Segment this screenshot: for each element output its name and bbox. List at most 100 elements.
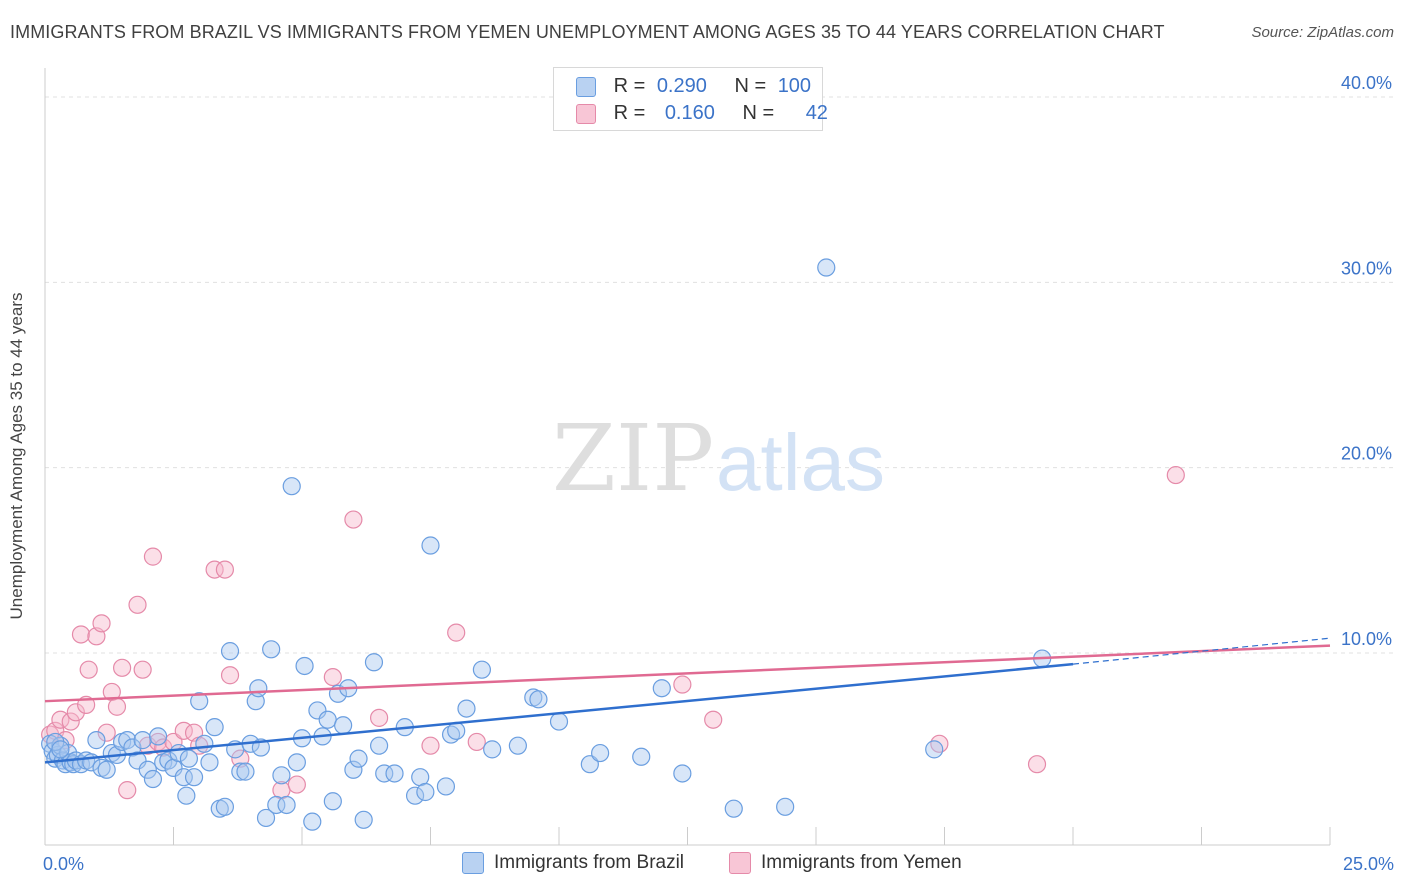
legend-r-label: R = [613,102,646,124]
brazil-trend-extension [1072,637,1331,665]
brazil-point [673,764,692,783]
brazil-point [282,477,301,496]
axis-layer [44,68,1331,846]
legend-row-brazil: R = 0.290 N = 100 [576,75,811,99]
legend-swatch-yemen [576,103,596,124]
brazil-point [349,749,368,768]
brazil-point [231,762,250,781]
brazil-point [385,764,404,783]
brazil-point [200,753,219,772]
brazil-point [421,536,440,555]
brazil-point [262,640,281,659]
yemen-point [421,736,440,755]
trend-layer [44,637,1331,764]
brazil-point [447,721,466,740]
yemen-point [61,712,80,731]
y-tick-label: 20.0% [1341,444,1392,464]
y-tick-label: 40.0% [1341,73,1392,93]
yemen-point [128,595,147,614]
series-swatch-brazil [462,852,484,874]
brazil-point [549,712,569,731]
yemen-point [1166,465,1185,485]
brazil-point [652,679,671,698]
yemen-point [447,623,466,642]
yemen-point [215,560,234,579]
yemen-point [704,710,723,729]
brazil-point [580,755,599,774]
brazil-point [267,795,286,815]
series-legend: Immigrants from Brazil Immigrants from Y… [0,852,1406,878]
brazil-point [138,760,157,779]
brazil-point [272,766,291,785]
brazil-point [303,812,322,831]
brazil-point [97,760,116,779]
y-tick-label: 30.0% [1341,258,1392,278]
series-legend-yemen[interactable]: Immigrants from Yemen [729,852,962,874]
yemen-point [79,660,98,679]
brazil-point [925,740,944,759]
brazil-trend-line [44,662,1074,764]
yemen-points [41,465,1185,800]
legend-n-value-yemen: 42 [805,102,828,124]
brazil-point [215,797,234,816]
series-legend-brazil[interactable]: Immigrants from Brazil [462,852,684,874]
yemen-point [344,510,363,529]
legend-row-yemen: R = 0.160 N = 42 [576,102,828,126]
yemen-point [287,775,306,794]
yemen-point [1027,755,1047,774]
brazil-point [220,642,240,661]
x-tick-label: 0.0% [43,854,84,874]
series-legend-label-yemen: Immigrants from Yemen [761,852,962,874]
yemen-point [467,732,486,752]
watermark-zip: ZIP [552,405,714,512]
legend-r-label: R = [613,75,646,97]
brazil-point [128,751,147,770]
brazil-point [508,736,527,755]
brazil-point [190,692,209,711]
brazil-point [375,764,394,783]
brazil-point [308,701,327,720]
brazil-point [177,786,196,805]
brazil-point [436,777,456,796]
yemen-point [112,658,132,677]
yemen-point [92,614,111,633]
brazil-point [405,786,425,805]
brazil-point [632,747,651,766]
brazil-point [416,782,435,802]
brazil-point [817,258,836,277]
brazil-point [334,716,353,735]
watermark-atlas: atlas [716,418,885,507]
y-tick-label: 10.0% [1341,629,1392,649]
yemen-point [370,708,389,727]
legend-n-label: N = [734,75,767,97]
brazil-point [143,769,163,789]
correlation-legend: R = 0.290 N = 100 R = 0.160 N = 42 [553,67,828,131]
brazil-point [256,808,276,828]
brazil-point [354,810,373,829]
yemen-point [138,736,157,755]
brazil-point [205,718,224,737]
brazil-point [295,656,314,676]
brazil-point [370,736,389,755]
yemen-point [205,560,224,579]
tick-layer: 10.0% 20.0% 30.0% 40.0% 0.0% 25.0% [43,73,1394,874]
brazil-point [236,762,255,781]
yemen-point [673,675,692,694]
legend-r-value-brazil: 0.290 [656,75,707,97]
chart-title: IMMIGRANTS FROM BRAZIL VS IMMIGRANTS FRO… [10,22,1165,42]
yemen-point [66,703,85,722]
legend-n-label: N = [742,102,775,124]
yemen-point [930,734,949,753]
source-credit: Source: ZipAtlas.com [1251,24,1394,41]
brazil-point [529,690,548,709]
brazil-point [174,768,193,787]
brazil-point [249,679,268,698]
yemen-point [71,625,91,644]
yemen-point [133,660,152,679]
series-swatch-yemen [729,852,751,874]
brazil-point [133,731,152,750]
brazil-point [148,727,168,746]
yemen-point [220,666,240,685]
brazil-point [87,731,106,750]
